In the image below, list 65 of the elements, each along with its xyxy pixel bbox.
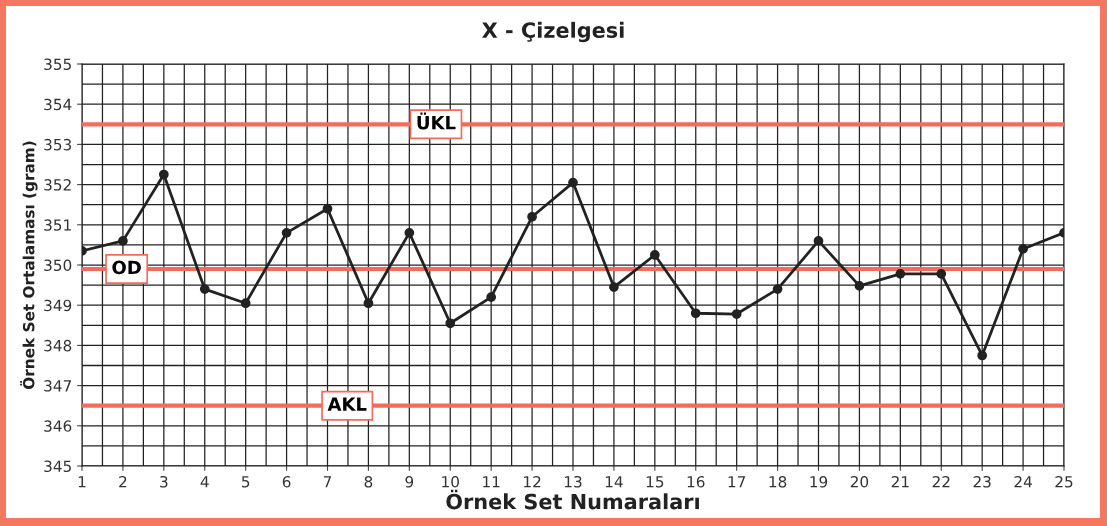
- point: [690, 308, 701, 319]
- x-tick-label: 14: [605, 476, 623, 488]
- chart-title: X - Çizelgesi: [482, 21, 624, 43]
- point: [813, 236, 824, 246]
- point: [649, 250, 660, 260]
- point: [240, 298, 251, 309]
- point: [731, 309, 742, 319]
- x-tick-label: 4: [200, 476, 209, 488]
- x-tick-label: 1: [78, 476, 86, 488]
- x-tick-label: 19: [810, 475, 828, 488]
- y-tick-label: 351: [44, 219, 71, 231]
- y-tick-label: 347: [44, 380, 71, 392]
- point: [118, 236, 128, 246]
- point: [199, 284, 210, 294]
- y-tick-label: 346: [44, 420, 72, 432]
- x-tick-label: 25: [1055, 475, 1073, 488]
- y-tick-label: 353: [44, 138, 72, 151]
- x-tick-label: 23: [973, 475, 991, 488]
- x-tick-label: 17: [728, 476, 746, 488]
- point: [158, 169, 169, 180]
- point: [936, 268, 947, 279]
- point: [854, 281, 865, 291]
- point: [527, 211, 537, 222]
- y-tick-label: 354: [44, 98, 72, 111]
- point: [977, 350, 988, 361]
- x-tick-label: 12: [524, 475, 541, 488]
- y-axis-title: Örnek Set Ortalaması (gram): [20, 141, 38, 389]
- x-tick-label: 2: [119, 475, 127, 488]
- y-tick-label: 345: [44, 460, 71, 473]
- x-tick-label: 18: [769, 475, 787, 488]
- x-tick-label: 10: [442, 475, 459, 488]
- point: [281, 227, 292, 238]
- x-tick-label: 13: [564, 475, 582, 488]
- point: [609, 282, 619, 292]
- point: [568, 177, 578, 188]
- y-tick-label: 350: [44, 259, 72, 272]
- x-tick-label: 3: [160, 475, 168, 488]
- x-tick-label: 8: [364, 475, 373, 488]
- x-tick-label: 21: [891, 475, 909, 488]
- x-tick-label: 16: [687, 475, 705, 488]
- point: [486, 292, 497, 303]
- ref-line-label: AKL: [327, 397, 367, 411]
- x-tick-label: 6: [282, 475, 291, 488]
- x-tick-label: 5: [241, 476, 250, 488]
- x-tick-label: 11: [483, 476, 500, 488]
- point: [1018, 244, 1028, 254]
- x-axis-title: Örnek Set Numaraları: [446, 489, 699, 510]
- point: [772, 284, 783, 294]
- x-tick-label: 24: [1014, 475, 1032, 488]
- x-tick-label: 7: [323, 476, 332, 488]
- x-tick-label: 15: [646, 476, 664, 488]
- x-tick-label: 9: [405, 475, 414, 488]
- x-tick-label: 20: [850, 475, 869, 488]
- point: [363, 298, 374, 309]
- point: [322, 203, 333, 214]
- y-tick-label: 355: [44, 58, 71, 71]
- ref-line-label: OD: [112, 260, 141, 275]
- point: [445, 318, 456, 329]
- point: [895, 268, 906, 279]
- ref-line-label: ÜKL: [417, 112, 456, 130]
- point: [404, 227, 415, 238]
- y-tick-label: 352: [44, 179, 71, 191]
- y-tick-label: 348: [44, 339, 72, 352]
- x-tick-label: 22: [932, 475, 950, 488]
- y-tick-label: 349: [44, 299, 72, 312]
